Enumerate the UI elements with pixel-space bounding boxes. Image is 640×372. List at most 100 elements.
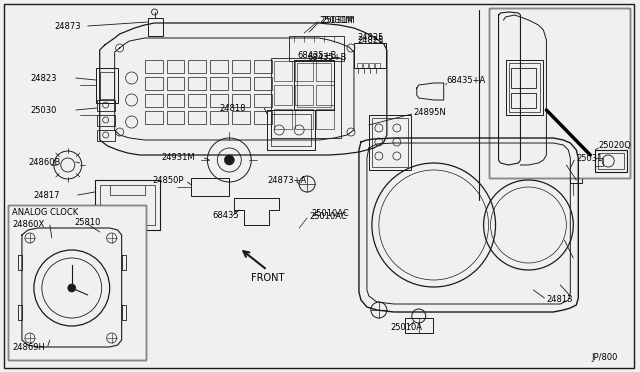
Text: 25810: 25810 [75, 218, 101, 227]
Bar [191, 178, 229, 196]
Text: FRONT: FRONT [252, 273, 285, 283]
Text: 25031M: 25031M [319, 16, 353, 25]
Text: 24850P: 24850P [152, 176, 184, 185]
Bar [595, 150, 627, 172]
Bar [268, 110, 315, 150]
Text: 25010AC: 25010AC [311, 208, 349, 218]
Text: 24825: 24825 [357, 32, 383, 42]
Bar [295, 109, 313, 129]
Bar [316, 109, 334, 129]
Bar [232, 94, 250, 107]
Text: 24931M: 24931M [161, 153, 195, 161]
Bar [211, 111, 228, 124]
Bar [97, 115, 115, 126]
Bar [166, 111, 184, 124]
Text: 24860B: 24860B [28, 157, 60, 167]
Bar [289, 36, 344, 61]
Bar [8, 205, 145, 360]
Bar [488, 8, 630, 178]
Bar [188, 111, 206, 124]
Bar [357, 63, 362, 68]
Bar [511, 93, 536, 108]
Bar [295, 61, 313, 81]
Bar [316, 85, 334, 105]
Bar [488, 8, 630, 178]
Bar [97, 130, 115, 141]
Bar [598, 153, 624, 169]
Text: 24869H: 24869H [12, 343, 45, 353]
Bar [254, 77, 272, 90]
Bar [271, 114, 311, 146]
Bar [188, 60, 206, 73]
Text: 24860X: 24860X [12, 219, 44, 228]
Bar [375, 63, 380, 68]
Text: 24817: 24817 [33, 190, 60, 199]
Circle shape [225, 155, 234, 165]
Text: 24895N: 24895N [414, 108, 447, 116]
Bar [297, 63, 331, 107]
Bar [211, 60, 228, 73]
Text: 68435+B: 68435+B [297, 51, 337, 60]
Circle shape [68, 284, 76, 292]
Bar [511, 68, 536, 88]
Bar [232, 60, 250, 73]
Bar [166, 60, 184, 73]
Bar [254, 111, 272, 124]
Bar [145, 77, 163, 90]
Text: JP/800: JP/800 [592, 353, 618, 362]
Bar [506, 60, 543, 115]
Bar [166, 94, 184, 107]
Bar [95, 180, 159, 230]
Bar [211, 94, 228, 107]
Bar [96, 68, 118, 103]
Bar [254, 94, 272, 107]
Text: 24873: 24873 [55, 22, 81, 31]
Bar [100, 72, 114, 99]
Text: 68435: 68435 [212, 211, 239, 219]
Text: 25030: 25030 [30, 106, 56, 115]
Bar [369, 63, 374, 68]
Text: 24873+A: 24873+A [268, 176, 307, 185]
Bar [274, 85, 292, 105]
Bar [372, 118, 408, 167]
Text: 24825: 24825 [357, 35, 383, 45]
Text: 25010A: 25010A [391, 324, 423, 333]
Bar [369, 115, 411, 170]
Bar [271, 58, 341, 138]
Text: 68435+B: 68435+B [307, 52, 346, 61]
Bar [294, 60, 334, 110]
Bar [166, 77, 184, 90]
Bar [274, 109, 292, 129]
Bar [145, 94, 163, 107]
Bar [97, 100, 115, 111]
Text: 25020Q: 25020Q [598, 141, 631, 150]
Bar [100, 185, 154, 225]
Bar [8, 205, 145, 360]
Bar [354, 43, 386, 68]
Bar [295, 85, 313, 105]
Bar [145, 111, 163, 124]
Bar [188, 77, 206, 90]
Text: 24823: 24823 [30, 74, 56, 83]
Text: 24818: 24818 [220, 103, 246, 112]
Bar [232, 111, 250, 124]
Bar [570, 165, 582, 183]
Bar [211, 77, 228, 90]
Bar [316, 61, 334, 81]
Text: 68435+A: 68435+A [447, 76, 486, 84]
Text: 25031: 25031 [576, 154, 603, 163]
Bar [595, 158, 604, 166]
Bar [188, 94, 206, 107]
Text: 24813: 24813 [547, 295, 573, 305]
Bar [254, 60, 272, 73]
Text: 25010AC: 25010AC [309, 212, 347, 221]
Bar [232, 77, 250, 90]
Bar [148, 18, 163, 36]
Text: 25031M: 25031M [321, 16, 355, 25]
Text: ANALOG CLOCK: ANALOG CLOCK [12, 208, 78, 217]
Bar [145, 60, 163, 73]
Bar [274, 61, 292, 81]
Bar [363, 63, 368, 68]
Bar [405, 318, 433, 333]
Bar [509, 63, 540, 112]
